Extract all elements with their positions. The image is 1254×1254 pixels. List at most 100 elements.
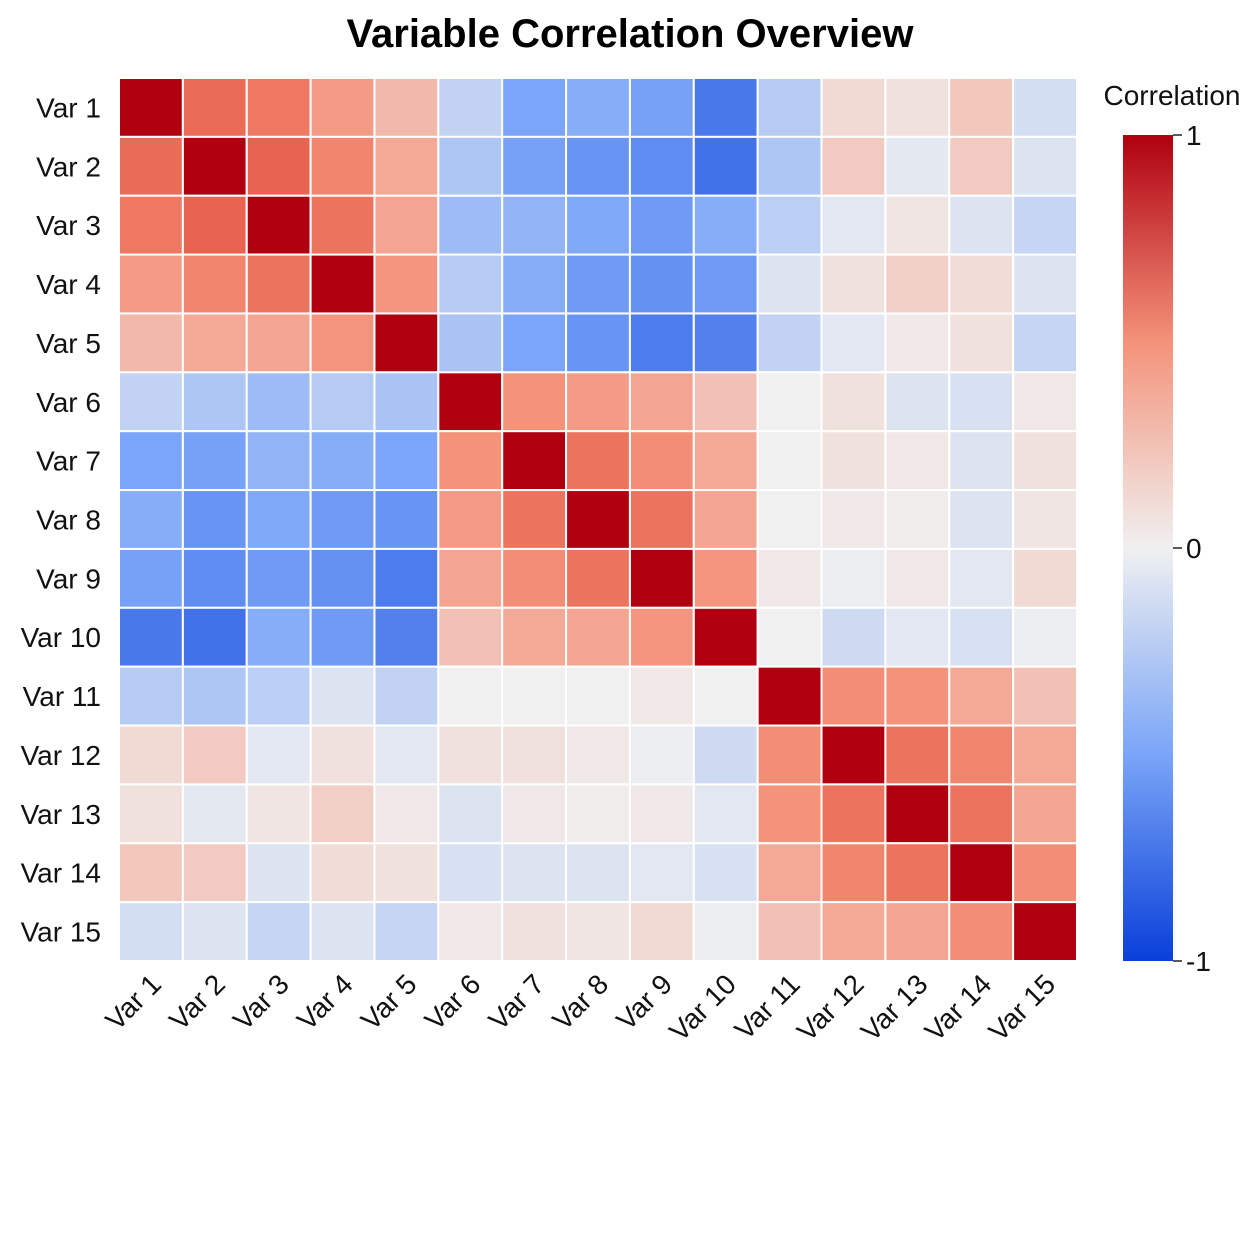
heatmap-cell xyxy=(756,194,823,256)
heatmap-cell xyxy=(245,253,312,315)
colorbar-tick-label: 0 xyxy=(1186,533,1202,564)
heatmap-cell xyxy=(756,901,823,963)
heatmap-cell xyxy=(437,253,504,315)
heatmap-cell xyxy=(756,430,823,492)
heatmap-cell xyxy=(628,724,695,786)
heatmap-cell xyxy=(501,842,568,904)
heatmap-cell xyxy=(118,547,184,609)
x-tick-label: Var 13 xyxy=(855,968,934,1047)
heatmap-cell xyxy=(628,665,695,727)
heatmap-cell xyxy=(373,547,440,609)
heatmap-cell xyxy=(373,253,440,315)
heatmap-cell xyxy=(118,371,184,433)
heatmap-cell xyxy=(692,783,759,845)
y-axis-labels: Var 1 Var 2 Var 3 Var 4 Var 5 Var 6 Var 7 Var 8… xyxy=(21,92,101,947)
x-tick-label: Var 15 xyxy=(983,968,1062,1047)
heatmap-cell xyxy=(628,430,695,492)
heatmap-cell xyxy=(245,606,312,668)
heatmap-cell xyxy=(437,371,504,433)
heatmap-cell xyxy=(501,253,568,315)
heatmap-cell xyxy=(948,724,1015,786)
heatmap-cell xyxy=(756,665,823,727)
heatmap-cell xyxy=(565,135,631,197)
heatmap-cell xyxy=(628,783,695,845)
heatmap-cell xyxy=(309,783,376,845)
heatmap-cell xyxy=(884,371,951,433)
heatmap-cell xyxy=(437,547,504,609)
heatmap-cell xyxy=(628,253,695,315)
heatmap-cell xyxy=(181,430,248,492)
heatmap-cell xyxy=(884,489,951,550)
heatmap-cell xyxy=(118,606,184,668)
heatmap-cell xyxy=(118,724,184,786)
heatmap-cell xyxy=(437,724,504,786)
heatmap-cell xyxy=(245,842,312,904)
heatmap-cell xyxy=(501,194,568,256)
heatmap-cell xyxy=(437,665,504,727)
y-tick-label: Var 9 xyxy=(36,563,101,594)
heatmap-cells xyxy=(118,77,1079,963)
heatmap-cell xyxy=(309,371,376,433)
heatmap-cell xyxy=(884,312,951,374)
heatmap-cell xyxy=(118,665,184,727)
x-tick-label: Var 2 xyxy=(163,968,231,1036)
heatmap-cell xyxy=(565,194,631,256)
heatmap-cell xyxy=(245,489,312,550)
heatmap-cell xyxy=(181,665,248,727)
heatmap-cell xyxy=(948,312,1015,374)
heatmap-cell xyxy=(1012,724,1079,786)
heatmap-cell xyxy=(1012,430,1079,492)
heatmap-cell xyxy=(245,547,312,609)
heatmap-cell xyxy=(820,901,887,963)
heatmap-cell xyxy=(245,77,312,138)
heatmap-cell xyxy=(884,606,951,668)
heatmap-cell xyxy=(692,901,759,963)
heatmap-cell xyxy=(309,430,376,492)
heatmap-cell xyxy=(820,547,887,609)
heatmap-cell xyxy=(756,489,823,550)
x-tick-label: Var 8 xyxy=(546,968,614,1036)
heatmap-cell xyxy=(373,489,440,550)
heatmap-cell xyxy=(118,430,184,492)
heatmap-cell xyxy=(437,842,504,904)
heatmap-cell xyxy=(118,489,184,550)
heatmap-cell xyxy=(692,253,759,315)
heatmap-cell xyxy=(565,371,631,433)
heatmap-cell xyxy=(820,783,887,845)
heatmap-cell xyxy=(565,842,631,904)
heatmap-cell xyxy=(181,547,248,609)
heatmap-cell xyxy=(118,901,184,963)
heatmap-cell xyxy=(309,253,376,315)
heatmap-cell xyxy=(245,665,312,727)
y-tick-label: Var 8 xyxy=(36,505,101,536)
heatmap-cell xyxy=(309,724,376,786)
heatmap-cell xyxy=(501,606,568,668)
heatmap-cell xyxy=(1012,842,1079,904)
heatmap-cell xyxy=(692,489,759,550)
heatmap-cell xyxy=(181,312,248,374)
x-tick-label: Var 4 xyxy=(291,968,359,1036)
heatmap-cell xyxy=(565,253,631,315)
y-tick-label: Var 14 xyxy=(21,858,101,889)
heatmap-cell xyxy=(309,547,376,609)
heatmap-cell xyxy=(181,253,248,315)
heatmap-cell xyxy=(628,371,695,433)
heatmap-cell xyxy=(501,312,568,374)
heatmap-cell xyxy=(373,842,440,904)
heatmap-cell xyxy=(948,371,1015,433)
heatmap-cell xyxy=(692,665,759,727)
heatmap-cell xyxy=(1012,371,1079,433)
heatmap-cell xyxy=(884,77,951,138)
heatmap-cell xyxy=(309,901,376,963)
heatmap-cell xyxy=(756,547,823,609)
heatmap-cell xyxy=(692,371,759,433)
heatmap-cell xyxy=(884,901,951,963)
heatmap-cell xyxy=(692,606,759,668)
heatmap-cell xyxy=(309,194,376,256)
heatmap-cell xyxy=(1012,312,1079,374)
y-tick-label: Var 6 xyxy=(36,387,101,418)
heatmap-cell xyxy=(309,135,376,197)
heatmap-cell xyxy=(118,77,184,138)
heatmap-cell xyxy=(245,901,312,963)
colorbar-gradient xyxy=(1123,135,1173,961)
